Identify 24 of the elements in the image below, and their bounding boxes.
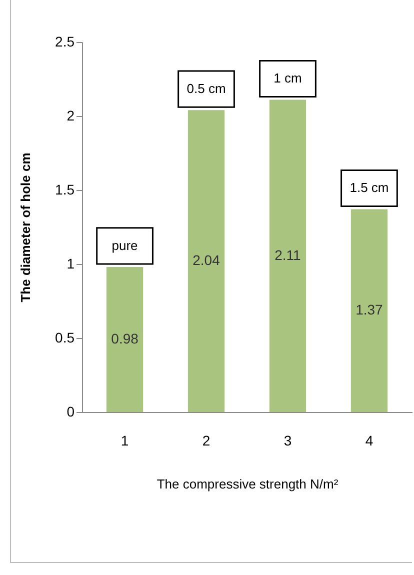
y-tick-label: 2	[66, 108, 75, 124]
annotation: 0.5 cm	[186, 81, 226, 96]
x-tick-label: 4	[365, 432, 374, 448]
bar	[350, 209, 388, 412]
data-label: 0.98	[111, 330, 139, 346]
y-tick-label: 2.5	[55, 34, 75, 50]
y-tick-label: 0	[66, 404, 75, 420]
y-axis-title: The diameter of hole cm	[18, 152, 34, 302]
data-label: 1.37	[356, 302, 384, 318]
bar	[106, 266, 144, 412]
y-tick-label: 1	[66, 256, 75, 272]
x-tick-label: 1	[120, 432, 129, 448]
bar	[188, 110, 225, 412]
y-tick-label: 1.5	[55, 182, 75, 198]
x-axis-title: The compressive strength N/m²	[156, 476, 339, 492]
annotation: 1 cm	[274, 70, 302, 86]
data-label: 2.04	[192, 252, 220, 268]
data-label: 2.11	[274, 246, 302, 263]
bar	[269, 100, 306, 412]
annotation: pure	[112, 238, 138, 253]
x-tick-label: 2	[202, 432, 210, 448]
x-tick-label: 3	[284, 432, 292, 448]
annotation: 1.5 cm	[350, 180, 389, 196]
y-tick-label: 0.5	[55, 330, 75, 346]
